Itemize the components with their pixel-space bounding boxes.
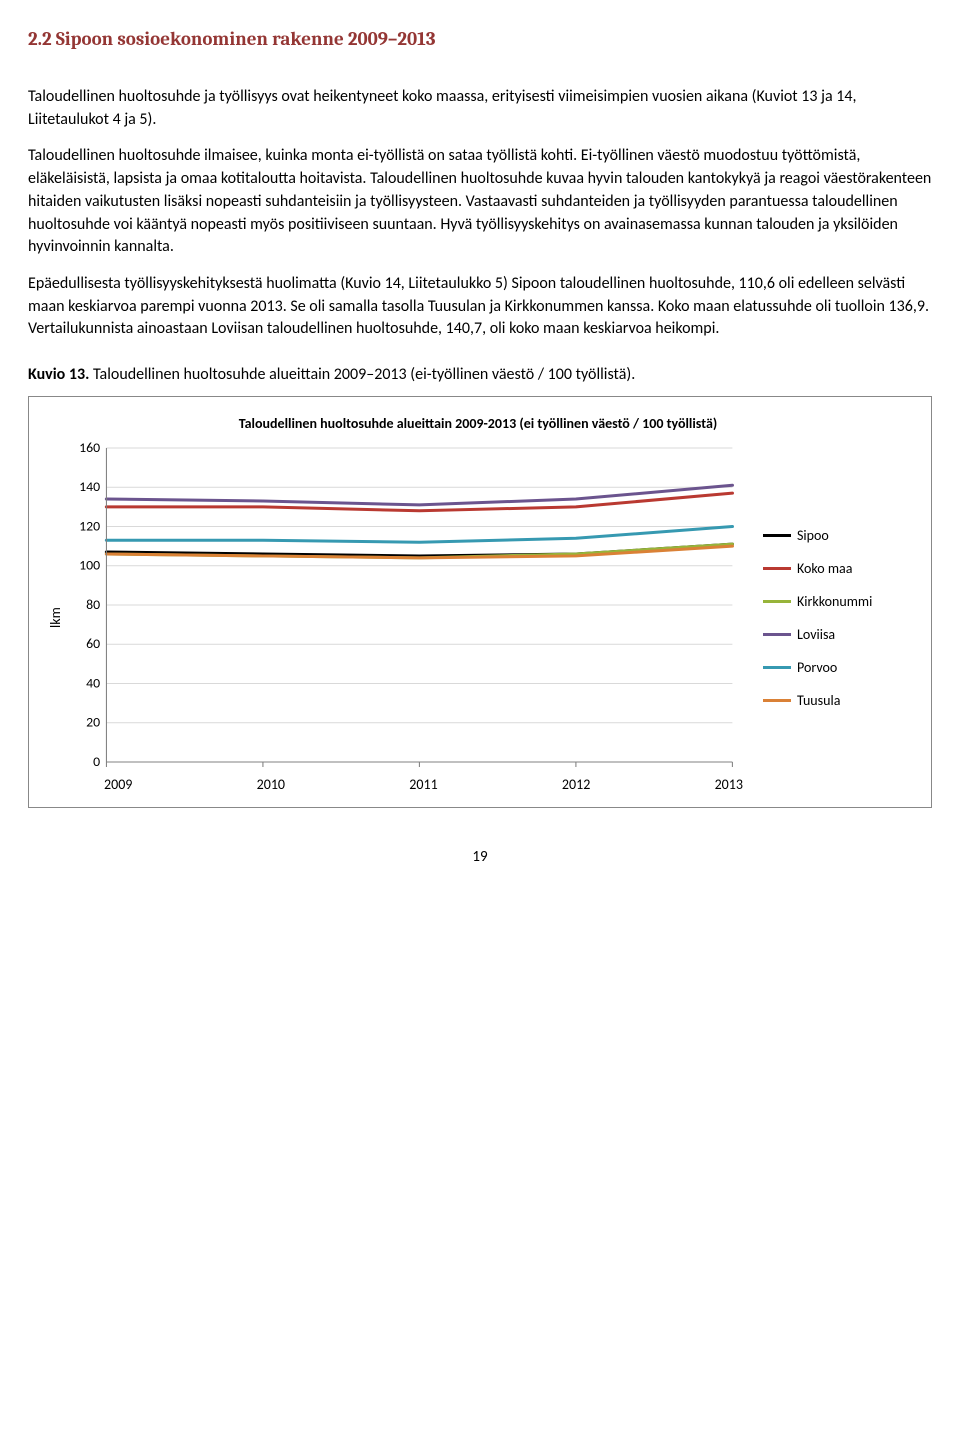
- legend-label: Tuusula: [797, 692, 840, 709]
- svg-text:80: 80: [86, 597, 100, 613]
- legend-label: Koko maa: [797, 560, 852, 577]
- chart-container: Taloudellinen huoltosuhde alueittain 200…: [28, 396, 932, 808]
- chart-title: Taloudellinen huoltosuhde alueittain 200…: [43, 415, 913, 432]
- legend-swatch: [763, 534, 791, 537]
- legend-item: Kirkkonummi: [763, 593, 913, 610]
- legend-swatch: [763, 666, 791, 669]
- legend-item: Sipoo: [763, 527, 913, 544]
- section-heading: 2.2 Sipoon sosioekonominen rakenne 2009–…: [28, 28, 932, 50]
- chart-xtick-label: 2010: [257, 776, 285, 793]
- legend-label: Sipoo: [797, 527, 829, 544]
- svg-text:60: 60: [86, 636, 100, 652]
- legend-label: Kirkkonummi: [797, 593, 872, 610]
- svg-text:120: 120: [79, 518, 100, 534]
- svg-text:40: 40: [86, 675, 100, 691]
- figure-caption-text: Taloudellinen huoltosuhde alueittain 200…: [89, 365, 635, 384]
- chart-xtick-label: 2009: [104, 776, 132, 793]
- body-paragraph-1: Taloudellinen huoltosuhde ja työllisyys …: [28, 86, 932, 131]
- svg-text:0: 0: [93, 754, 100, 770]
- legend-swatch: [763, 633, 791, 636]
- body-paragraph-3: Epäedullisesta työllisyyskehityksestä hu…: [28, 273, 932, 341]
- chart-xtick-label: 2013: [715, 776, 743, 793]
- legend-swatch: [763, 567, 791, 570]
- chart-xtick-label: 2012: [562, 776, 590, 793]
- legend-swatch: [763, 699, 791, 702]
- legend-label: Porvoo: [797, 659, 837, 676]
- chart-legend: Sipoo Koko maa Kirkkonummi Loviisa Porvoo Tuu…: [743, 442, 913, 793]
- chart-plot-area: 0 20 40 60 80 100 120 140 160: [64, 442, 743, 772]
- body-paragraph-2: Taloudellinen huoltosuhde ilmaisee, kuin…: [28, 145, 932, 259]
- chart-xtick-label: 2011: [409, 776, 437, 793]
- svg-text:140: 140: [79, 479, 100, 495]
- page-number: 19: [28, 848, 932, 866]
- legend-item: Koko maa: [763, 560, 913, 577]
- figure-caption: Kuvio 13. Taloudellinen huoltosuhde alue…: [28, 365, 932, 384]
- svg-text:100: 100: [79, 557, 100, 573]
- legend-label: Loviisa: [797, 626, 835, 643]
- chart-xaxis-labels: 2009 2010 2011 2012 2013: [64, 772, 743, 793]
- legend-swatch: [763, 600, 791, 603]
- svg-text:160: 160: [79, 442, 100, 456]
- svg-text:20: 20: [86, 714, 100, 730]
- legend-item: Loviisa: [763, 626, 913, 643]
- legend-item: Tuusula: [763, 692, 913, 709]
- chart-ylabel: lkm: [43, 442, 64, 793]
- figure-caption-bold: Kuvio 13.: [28, 365, 89, 384]
- legend-item: Porvoo: [763, 659, 913, 676]
